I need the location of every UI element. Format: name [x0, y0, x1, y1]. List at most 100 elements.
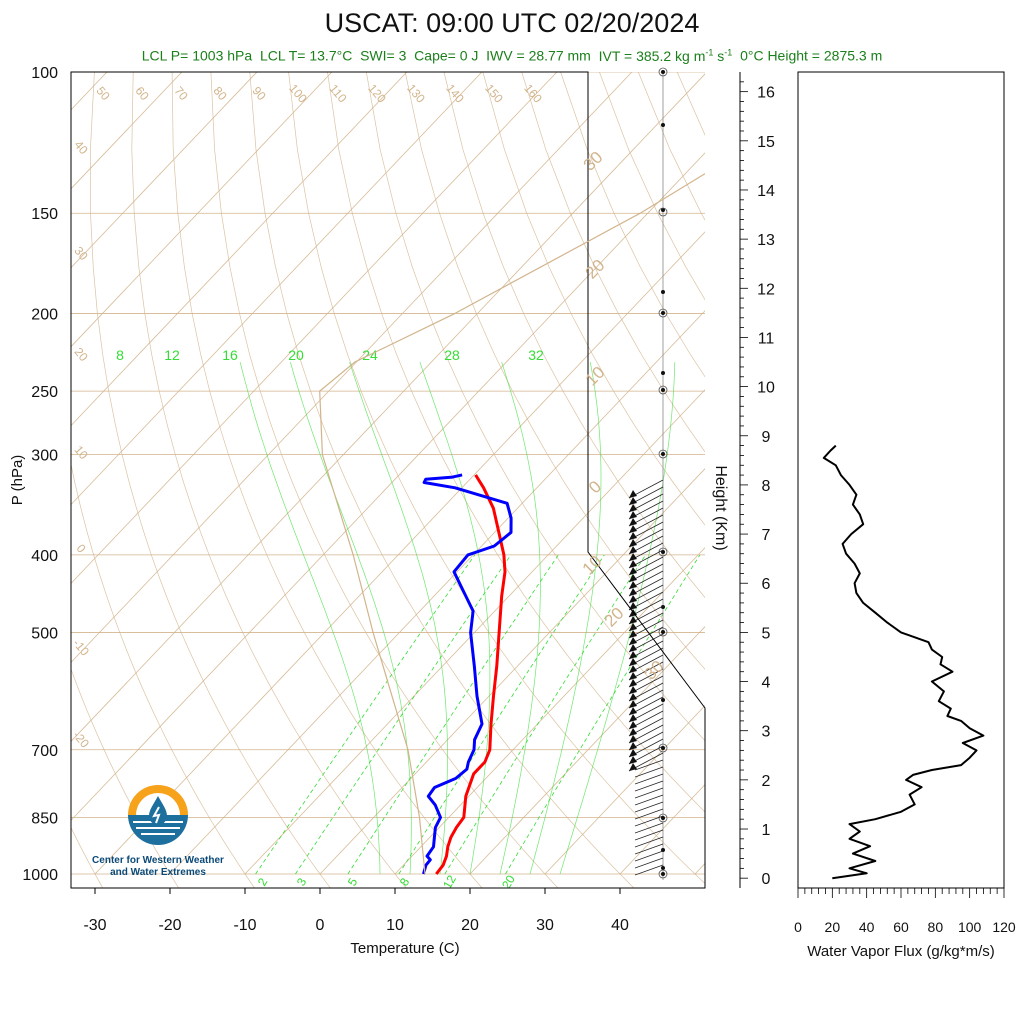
calm-wind-circle — [658, 627, 668, 637]
moist-adiabat-line — [290, 362, 412, 875]
height-tick-label: 5 — [762, 625, 771, 642]
calm-wind-circle — [658, 67, 668, 77]
mixing-ratio-line — [347, 554, 559, 875]
flux-tick-label: 80 — [928, 919, 944, 935]
wind-point — [661, 630, 665, 634]
logo-text-line2: and Water Extremes — [110, 867, 206, 878]
chart-title: USCAT: 09:00 UTC 02/20/2024 — [324, 8, 700, 38]
wind-pennant — [629, 721, 637, 729]
wind-pennant — [629, 644, 637, 652]
flux-tick-label: 20 — [825, 919, 841, 935]
temperature-profile — [435, 474, 507, 875]
lcl-temperature: LCL T= 13.7°C — [259, 47, 353, 64]
ivt-value: IVT = 385.2 kg m-1 s-1 — [598, 47, 733, 64]
isotherm-label: 0 — [74, 541, 89, 555]
wind-pennant — [629, 714, 637, 722]
wind-pennant — [629, 630, 637, 638]
mixing-ratio-line — [255, 554, 476, 875]
calm-wind-circle — [658, 813, 668, 823]
wind-pennant — [629, 623, 637, 631]
isotherm-line — [94, 231, 705, 875]
wind-barb — [634, 808, 664, 820]
isotherm-label: 40 — [71, 138, 91, 157]
isotherm-line — [394, 547, 705, 875]
wind-barb — [634, 794, 664, 806]
isotherm-line — [71, 72, 183, 190]
wind-point — [661, 866, 665, 870]
height-tick-label: 0 — [762, 871, 771, 888]
height-tick-label: 7 — [762, 527, 771, 544]
logo-text-line1: Center for Western Weather — [92, 855, 224, 866]
mixing-ratio-line — [505, 554, 701, 875]
sounding-stats: LCL P= 1003 hPa LCL T= 13.7°C SWI= 3 Cap… — [0, 47, 1024, 64]
height-tick-label: 3 — [762, 724, 771, 741]
moist-adiabat-label: 28 — [444, 347, 460, 363]
height-tick-label: 12 — [757, 281, 775, 298]
dry-adiabat-line — [249, 72, 635, 888]
dry-adiabat-line — [327, 72, 705, 813]
wind-barb — [634, 829, 664, 841]
temperature-tick-label: 20 — [461, 917, 479, 934]
wind-point — [661, 452, 665, 456]
isotherm-label: 10 — [71, 443, 91, 462]
height-tick-label: 16 — [757, 85, 775, 102]
moist-adiabat-line — [419, 361, 491, 875]
calm-wind-circle — [658, 207, 668, 217]
isotherm-line — [544, 704, 705, 875]
moist-adiabat-label: 8 — [116, 347, 124, 363]
temperature-tick-label: 40 — [611, 917, 629, 934]
height-tick-label: 6 — [762, 576, 771, 593]
moist-adiabat-label: 12 — [164, 347, 180, 363]
isotherm-label: 80 — [210, 84, 230, 103]
wind-pennant — [629, 616, 637, 624]
wind-pennant — [629, 602, 637, 610]
wind-pennant — [629, 497, 637, 505]
dry-adiabat-line — [71, 826, 104, 888]
dry-adiabat-line — [794, 72, 1024, 891]
wind-pennant — [629, 679, 637, 687]
isotherm-line — [71, 72, 333, 348]
flux-tick-label: 60 — [893, 919, 909, 935]
temperature-tick-label: -20 — [158, 917, 181, 934]
moist-adiabat-line — [239, 362, 381, 875]
wind-barb — [634, 773, 664, 785]
pressure-tick-label: 700 — [31, 743, 58, 760]
isotherm-line — [71, 72, 483, 506]
lcl-pressure: LCL P= 1003 hPa — [141, 47, 253, 64]
wind-barb — [634, 864, 664, 876]
cw3e-logo: Center for Western Weather and Water Ext… — [92, 780, 224, 879]
wind-barb — [634, 759, 664, 771]
wind-barb — [634, 822, 664, 834]
wind-pennant — [629, 553, 637, 561]
wind-pennant — [629, 525, 637, 533]
wind-pennant — [629, 539, 637, 547]
flux-tick-label: 100 — [958, 919, 982, 935]
calm-wind-circle — [658, 385, 668, 395]
wind-pennant — [629, 742, 637, 750]
wind-point — [661, 872, 665, 876]
wind-pennant — [629, 651, 637, 659]
wind-barb — [634, 780, 664, 792]
wind-point — [661, 388, 665, 392]
wind-pennant — [629, 658, 637, 666]
isotherm-label: 20 — [71, 345, 91, 364]
height-tick-label: 14 — [757, 183, 775, 200]
dry-adiabat-line — [560, 72, 705, 378]
pressure-tick-label: 400 — [31, 548, 58, 565]
water-vapor-flux-line — [822, 444, 985, 880]
temperature-tick-label: -30 — [83, 917, 106, 934]
isotherm-line — [71, 73, 705, 742]
wind-pennant — [629, 672, 637, 680]
isotherm-line — [169, 310, 705, 875]
isotherm-label: -20 — [70, 728, 92, 751]
wind-pennant — [629, 749, 637, 757]
swi-value: SWI= 3 — [360, 47, 407, 64]
wind-point — [661, 816, 665, 820]
wind-pennant — [629, 504, 637, 512]
dry-adiabat-line — [288, 72, 705, 885]
wind-pennant — [629, 686, 637, 694]
dry-adiabat-line — [482, 72, 705, 526]
wind-point — [661, 208, 665, 212]
